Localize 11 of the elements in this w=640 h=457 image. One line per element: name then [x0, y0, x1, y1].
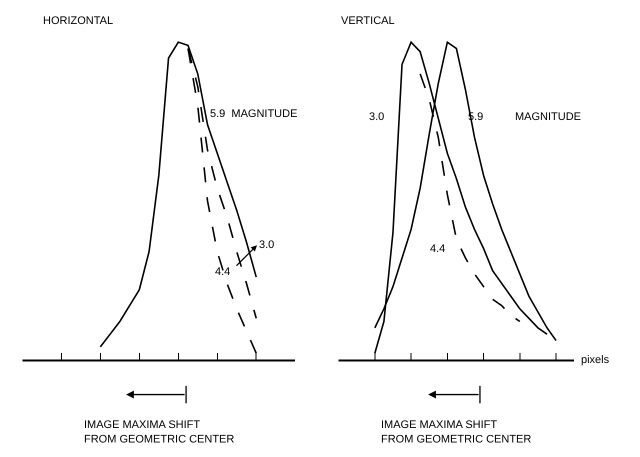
annotation: 5.9 MAGNITUDE [210, 108, 298, 120]
annotation: 4.4 [215, 266, 230, 278]
annotation: MAGNITUDE [515, 111, 581, 123]
annotation: 4.4 [430, 243, 446, 255]
chart-title: VERTICAL [341, 15, 395, 27]
annotation: 3.0 [259, 239, 274, 251]
chart-title: HORIZONTAL [43, 15, 114, 27]
x-axis-title: IMAGE MAXIMA SHIFT FROM GEOMETRIC CENTER [84, 419, 234, 446]
annotation: 3.0 [369, 111, 384, 123]
text: pixels [581, 354, 610, 366]
x-axis-title: IMAGE MAXIMA SHIFT FROM GEOMETRIC CENTER [381, 419, 532, 446]
